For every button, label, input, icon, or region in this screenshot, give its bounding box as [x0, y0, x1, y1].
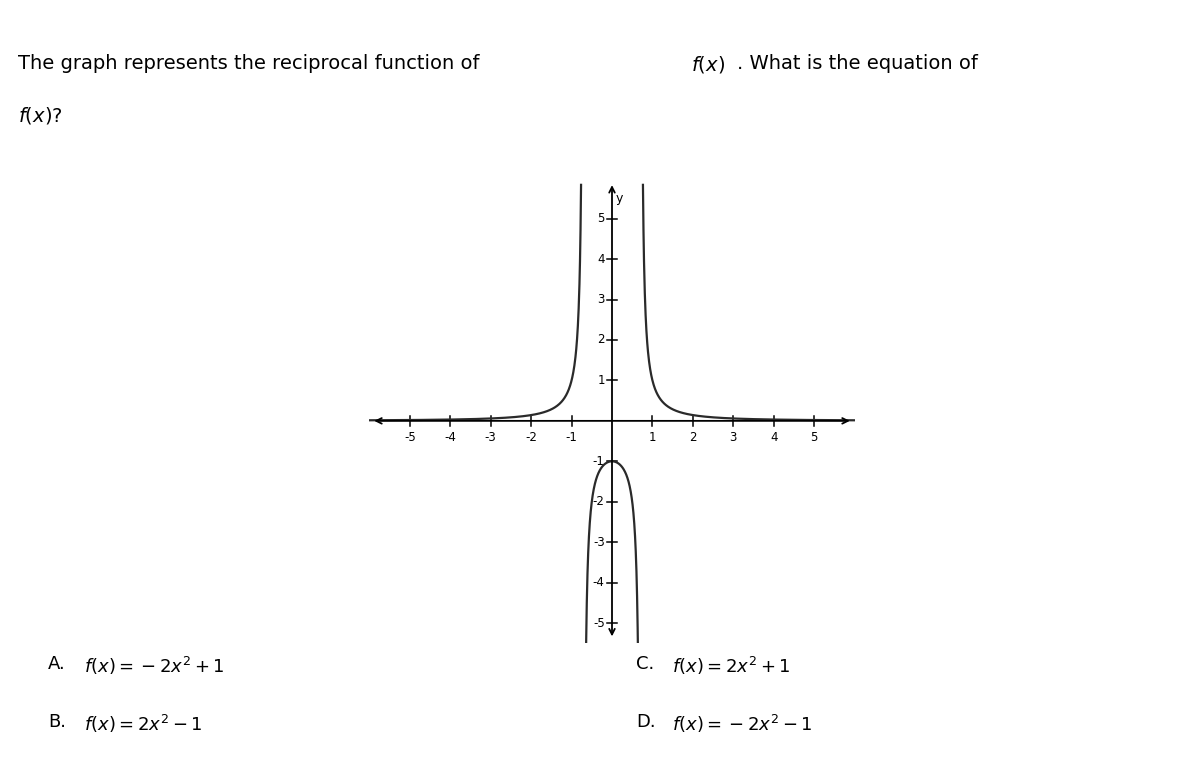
Text: -4: -4: [444, 431, 456, 444]
Text: -5: -5: [593, 617, 605, 629]
Text: The graph represents the reciprocal function of: The graph represents the reciprocal func…: [18, 54, 486, 74]
Text: -2: -2: [526, 431, 538, 444]
Text: 3: 3: [598, 293, 605, 306]
Text: 5: 5: [598, 212, 605, 226]
Text: -3: -3: [485, 431, 497, 444]
Text: 4: 4: [598, 253, 605, 266]
Text: A.: A.: [48, 655, 66, 673]
Text: 2: 2: [689, 431, 697, 444]
Text: C.: C.: [636, 655, 654, 673]
Text: $f(x) = 2x^2 - 1$: $f(x) = 2x^2 - 1$: [84, 713, 203, 735]
Text: -4: -4: [593, 576, 605, 589]
Text: 1: 1: [649, 431, 656, 444]
Text: 3: 3: [730, 431, 737, 444]
Text: 4: 4: [770, 431, 778, 444]
Text: $f(x) = -2x^2 - 1$: $f(x) = -2x^2 - 1$: [672, 713, 812, 735]
Text: $f(x) = 2x^2 + 1$: $f(x) = 2x^2 + 1$: [672, 655, 791, 677]
Text: 5: 5: [810, 431, 818, 444]
Text: D.: D.: [636, 713, 655, 731]
Text: -1: -1: [593, 455, 605, 468]
Text: B.: B.: [48, 713, 66, 731]
Text: -5: -5: [404, 431, 415, 444]
Text: . What is the equation of: . What is the equation of: [737, 54, 978, 74]
Text: -3: -3: [593, 536, 605, 549]
Text: -2: -2: [593, 495, 605, 508]
Text: $f(x)$?: $f(x)$?: [18, 105, 62, 126]
Text: $f(x) = -2x^2 + 1$: $f(x) = -2x^2 + 1$: [84, 655, 224, 677]
Text: -1: -1: [565, 431, 577, 444]
Text: $f(x)$: $f(x)$: [691, 54, 725, 75]
Text: 1: 1: [598, 374, 605, 387]
Text: 2: 2: [598, 333, 605, 346]
Text: y: y: [616, 192, 623, 205]
